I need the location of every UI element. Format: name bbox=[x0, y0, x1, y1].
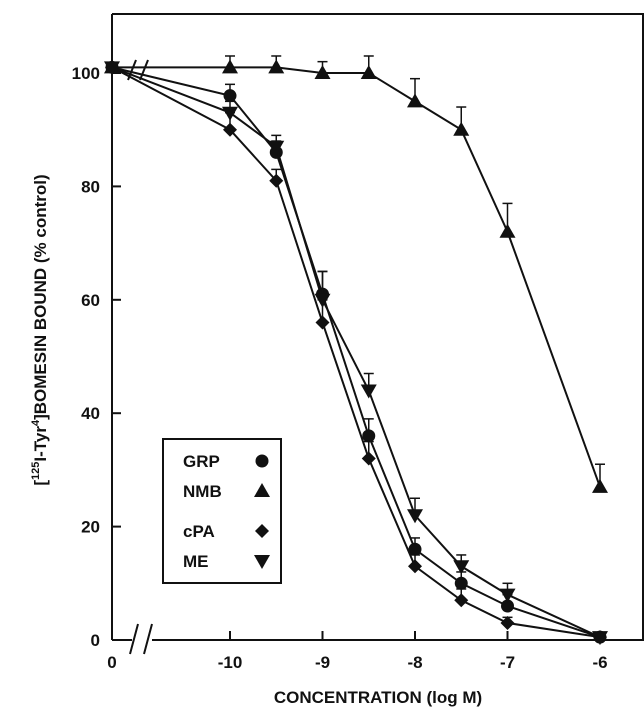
point-nmb bbox=[360, 65, 377, 79]
point-cpa bbox=[361, 451, 376, 466]
y-axis-title: [125I-Tyr4]BOMESIN BOUND (% control) bbox=[30, 174, 50, 485]
y-tick-label: 0 bbox=[91, 631, 100, 650]
legend-marker-me bbox=[254, 555, 270, 569]
x-tick-label: -9 bbox=[315, 653, 330, 672]
point-me bbox=[360, 384, 377, 399]
point-cpa bbox=[454, 593, 469, 608]
legend-label-grp: GRP bbox=[183, 452, 220, 471]
point-cpa bbox=[223, 122, 237, 137]
point-cpa bbox=[500, 615, 515, 630]
point-grp bbox=[501, 599, 514, 613]
point-nmb bbox=[453, 121, 470, 136]
y-tick-label: 80 bbox=[81, 177, 100, 196]
x-axis-ticks: 0 -10 -9 -8 -7 -6 bbox=[107, 631, 608, 672]
point-cpa bbox=[408, 559, 422, 574]
y-axis-title-sup2: 4 bbox=[30, 419, 42, 426]
x-axis-title: CONCENTRATION (log M) bbox=[274, 688, 482, 707]
x-axis-break-marks bbox=[129, 623, 153, 655]
x-tick-label: -10 bbox=[218, 653, 243, 672]
y-tick-label: 20 bbox=[81, 518, 100, 537]
legend-label-me: ME bbox=[183, 552, 209, 571]
point-me bbox=[499, 588, 516, 603]
y-axis-title-rest: ]BOMESIN BOUND (% control) bbox=[31, 174, 50, 420]
y-axis-title-mid: I-Tyr bbox=[31, 426, 50, 462]
legend-label-cpa: cPA bbox=[183, 522, 215, 541]
point-cpa bbox=[269, 173, 284, 188]
x-tick-label: 0 bbox=[107, 653, 116, 672]
point-nmb bbox=[268, 59, 285, 74]
y-tick-label: 60 bbox=[81, 291, 100, 310]
point-grp bbox=[362, 429, 376, 443]
x-tick-label: -7 bbox=[500, 653, 515, 672]
y-tick-label: 40 bbox=[81, 404, 100, 423]
point-me bbox=[453, 560, 470, 575]
point-nmb bbox=[314, 65, 331, 79]
y-axis-title-open: [ bbox=[31, 480, 50, 486]
point-me bbox=[104, 61, 120, 76]
y-axis-title-sup1: 125 bbox=[30, 462, 42, 480]
point-me bbox=[268, 140, 285, 155]
x-tick-label: -8 bbox=[407, 653, 422, 672]
series-me bbox=[104, 61, 608, 646]
series-cpa bbox=[105, 60, 607, 645]
legend-marker-nmb bbox=[254, 483, 270, 497]
point-grp bbox=[454, 576, 468, 590]
legend-markers bbox=[254, 454, 270, 569]
legend-marker-grp bbox=[255, 454, 269, 468]
y-tick-label: 100 bbox=[72, 64, 100, 83]
x-tick-label: -6 bbox=[592, 653, 607, 672]
y-axis-ticks: 0 20 40 60 80 100 bbox=[72, 64, 121, 650]
legend-marker-cpa bbox=[255, 524, 269, 538]
point-nmb bbox=[222, 59, 238, 74]
point-nmb bbox=[592, 478, 608, 493]
legend: GRP NMB cPA ME bbox=[162, 438, 282, 584]
point-grp bbox=[408, 542, 422, 556]
point-me bbox=[407, 509, 423, 524]
point-cpa bbox=[315, 315, 330, 330]
series-nmb bbox=[104, 55, 608, 493]
point-me bbox=[592, 631, 608, 646]
legend-label-nmb: NMB bbox=[183, 482, 222, 501]
point-nmb bbox=[407, 93, 423, 108]
point-nmb bbox=[499, 223, 516, 238]
point-me bbox=[222, 106, 238, 121]
series-layer bbox=[104, 55, 608, 646]
point-grp bbox=[223, 89, 237, 103]
point-me bbox=[314, 293, 331, 308]
